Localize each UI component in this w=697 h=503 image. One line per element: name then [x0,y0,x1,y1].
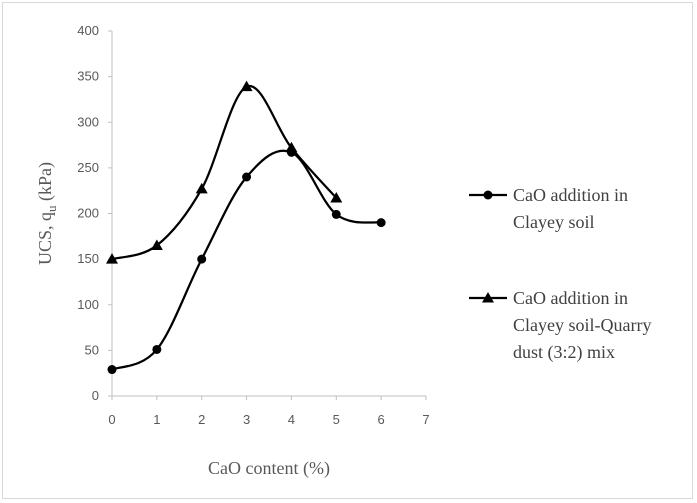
legend-marker [483,190,493,200]
series-1-point [242,172,252,182]
y-tick-label: 150 [77,251,99,266]
x-tick-labels: 0 1 2 3 4 5 6 7 [108,396,430,427]
y-axis-title: UCS, qu (kPa) [35,162,59,265]
y-tick-label: 50 [85,342,99,357]
legend-label: Clayey soil-Quarry [513,315,651,335]
series-2-point [240,80,253,92]
series-2-line [111,85,338,261]
series-2 [106,80,343,264]
x-tick-label: 5 [333,412,340,427]
series-2-point [106,253,118,264]
ucs-line-chart: 0 50 100 150 200 250 300 350 400 0 1 2 3 4 5 6 7 CaO co… [35,23,651,479]
legend-label: Clayey soil [513,212,595,232]
x-tick-label: 3 [243,412,250,427]
x-tick-label: 6 [378,412,385,427]
y-tick-labels: 0 50 100 150 200 250 300 350 400 [77,23,112,403]
series-1-line [111,149,382,371]
x-tick-label: 1 [153,412,160,427]
y-tick-label: 100 [77,297,99,312]
series-layer [106,80,386,375]
chart-frame: 0 50 100 150 200 250 300 350 400 0 1 2 3 4 5 6 7 CaO co… [2,2,693,499]
series-2-point [330,191,343,203]
legend-label: dust (3:2) mix [513,342,615,363]
series-1-point [331,209,341,219]
x-tick-label: 0 [108,412,115,427]
series-2-point [195,182,208,194]
legend-marker [482,292,494,303]
series-2-point [285,141,298,153]
y-tick-label: 300 [77,114,99,129]
y-tick-label: 250 [77,160,99,175]
series-2-point [150,239,163,250]
chart-axes [111,31,426,397]
series-1-point [376,218,386,228]
legend-entry-1: CaO addition in Clayey soil [469,185,628,232]
y-tick-label: 400 [77,23,99,38]
series-1-point [152,344,162,354]
legend-label: CaO addition in [513,288,628,308]
series-1 [107,147,386,375]
x-axis-title: CaO content (%) [208,458,330,479]
x-tick-label: 4 [288,412,295,427]
x-tick-label: 2 [198,412,205,427]
series-1-point [107,365,117,375]
series-1-point [197,254,207,264]
y-tick-label: 200 [77,206,99,221]
y-tick-label: 0 [92,388,99,403]
legend-label: CaO addition in [513,185,628,205]
legend-entry-2: CaO addition in Clayey soil-Quarry dust (3… [469,288,651,363]
y-tick-label: 350 [77,69,99,84]
x-tick-label: 7 [422,412,429,427]
